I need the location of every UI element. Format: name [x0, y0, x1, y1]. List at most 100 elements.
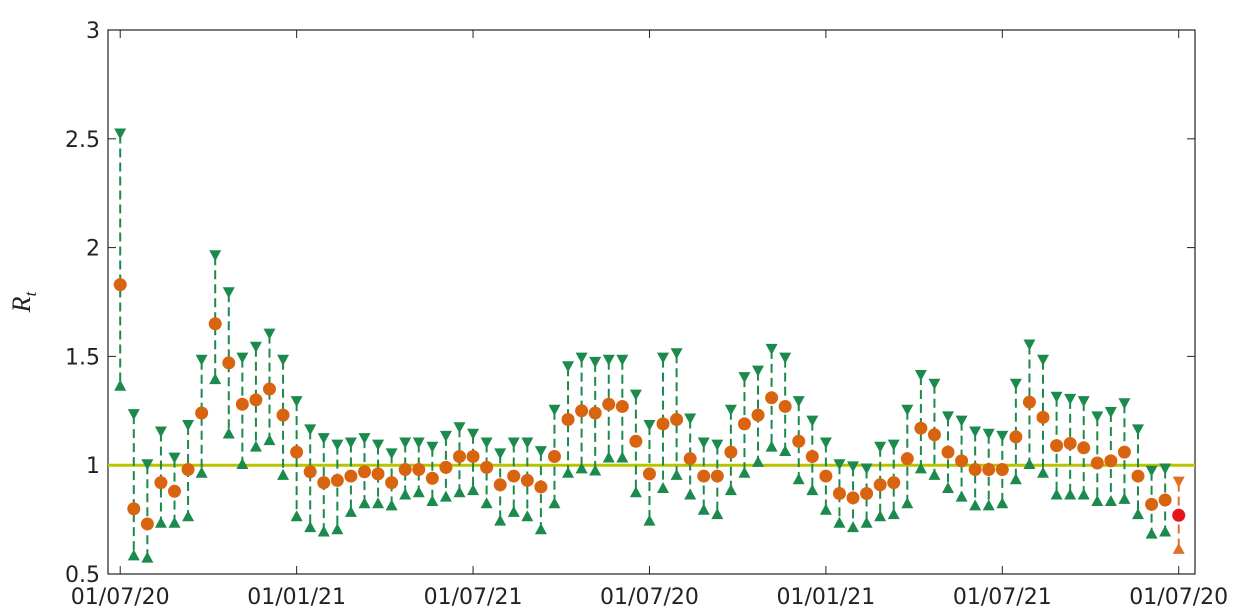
y-label-base: R — [7, 296, 36, 313]
mean-marker — [1158, 493, 1172, 507]
upper-marker — [127, 409, 140, 421]
upper-marker — [806, 415, 819, 427]
lower-marker — [467, 484, 480, 496]
upper-marker — [521, 437, 534, 449]
upper-marker — [426, 441, 439, 453]
mean-marker — [452, 449, 466, 463]
y-axis-label: Rt — [7, 290, 40, 313]
upper-marker — [494, 448, 507, 460]
lower-marker — [277, 468, 290, 480]
mean-marker — [642, 467, 656, 481]
upper-marker — [209, 250, 222, 262]
lower-marker — [317, 525, 330, 537]
x-tick-label: 01/01/21 — [776, 585, 875, 610]
lower-marker — [412, 486, 425, 498]
upper-marker — [195, 354, 208, 366]
upper-marker — [738, 372, 751, 384]
mean-marker — [371, 467, 385, 481]
upper-marker — [942, 411, 955, 423]
upper-marker — [399, 437, 412, 449]
mean-marker — [534, 480, 548, 494]
mean-marker — [737, 417, 751, 431]
lower-marker — [982, 499, 995, 511]
mean-marker — [1036, 410, 1050, 424]
upper-marker — [1091, 411, 1104, 423]
mean-marker — [127, 502, 141, 516]
upper-marker — [236, 352, 249, 364]
upper-marker — [1077, 396, 1090, 408]
upper-marker — [602, 354, 615, 366]
lower-marker — [792, 473, 805, 485]
mean-marker — [778, 399, 792, 413]
mean-marker — [629, 434, 643, 448]
mean-marker — [466, 449, 480, 463]
upper-marker — [453, 422, 466, 434]
y-tick-label: 2 — [86, 237, 100, 262]
lower-marker — [1064, 488, 1077, 500]
lower-marker — [1050, 488, 1063, 500]
y-tick-label: 2.5 — [65, 128, 100, 153]
upper-marker — [860, 463, 873, 475]
lower-marker — [521, 510, 534, 522]
y-tick-label: 1 — [86, 454, 100, 479]
lower-marker — [996, 497, 1009, 509]
upper-marker — [779, 352, 792, 364]
mean-marker — [615, 399, 629, 413]
lower-marker — [602, 451, 615, 463]
lower-marker — [114, 379, 127, 391]
lower-marker — [1077, 488, 1090, 500]
upper-marker — [507, 437, 520, 449]
upper-marker — [358, 433, 371, 445]
lower-marker — [1023, 458, 1036, 470]
mean-marker — [602, 397, 616, 411]
upper-marker — [711, 439, 724, 451]
lower-marker — [1145, 527, 1158, 539]
lower-marker — [1118, 492, 1131, 504]
lower-marker — [507, 505, 520, 517]
upper-marker — [616, 354, 629, 366]
lower-marker — [480, 497, 493, 509]
upper-marker — [575, 352, 588, 364]
upper-marker — [833, 459, 846, 471]
mean-marker — [982, 463, 996, 477]
lower-marker — [1159, 525, 1172, 537]
lower-marker — [874, 510, 887, 522]
upper-marker — [901, 404, 914, 416]
lower-marker — [534, 523, 547, 535]
lower-marker — [752, 455, 765, 467]
lower-marker — [562, 466, 575, 478]
lower-marker — [399, 488, 412, 500]
lower-marker — [643, 514, 656, 526]
mean-marker — [968, 463, 982, 477]
lower-marker — [738, 466, 751, 478]
y-tick-label: 1.5 — [65, 345, 100, 370]
mean-marker — [1022, 395, 1036, 409]
lower-marker — [249, 440, 262, 452]
upper-marker — [114, 128, 127, 140]
mean-marker — [181, 463, 195, 477]
mean-marker — [805, 449, 819, 463]
mean-marker — [480, 460, 494, 474]
upper-marker — [1104, 406, 1117, 418]
mean-marker — [575, 404, 589, 418]
x-tick-label: 01/07/20 — [1129, 585, 1228, 610]
upper-marker — [385, 448, 398, 460]
mean-marker — [792, 434, 806, 448]
lower-marker — [765, 440, 778, 452]
upper-marker — [222, 287, 235, 299]
upper-marker — [1172, 476, 1185, 488]
lower-marker — [494, 514, 507, 526]
mean-marker — [873, 478, 887, 492]
upper-marker — [344, 437, 357, 449]
lower-marker — [887, 508, 900, 520]
mean-marker — [276, 408, 290, 422]
upper-marker — [480, 437, 493, 449]
mean-marker — [317, 476, 331, 490]
mean-marker — [113, 278, 127, 292]
mean-marker — [1117, 445, 1131, 459]
lower-marker — [1132, 508, 1145, 520]
upper-marker — [589, 356, 602, 368]
upper-marker — [819, 437, 832, 449]
lower-marker — [1009, 473, 1022, 485]
lower-marker — [860, 516, 873, 528]
